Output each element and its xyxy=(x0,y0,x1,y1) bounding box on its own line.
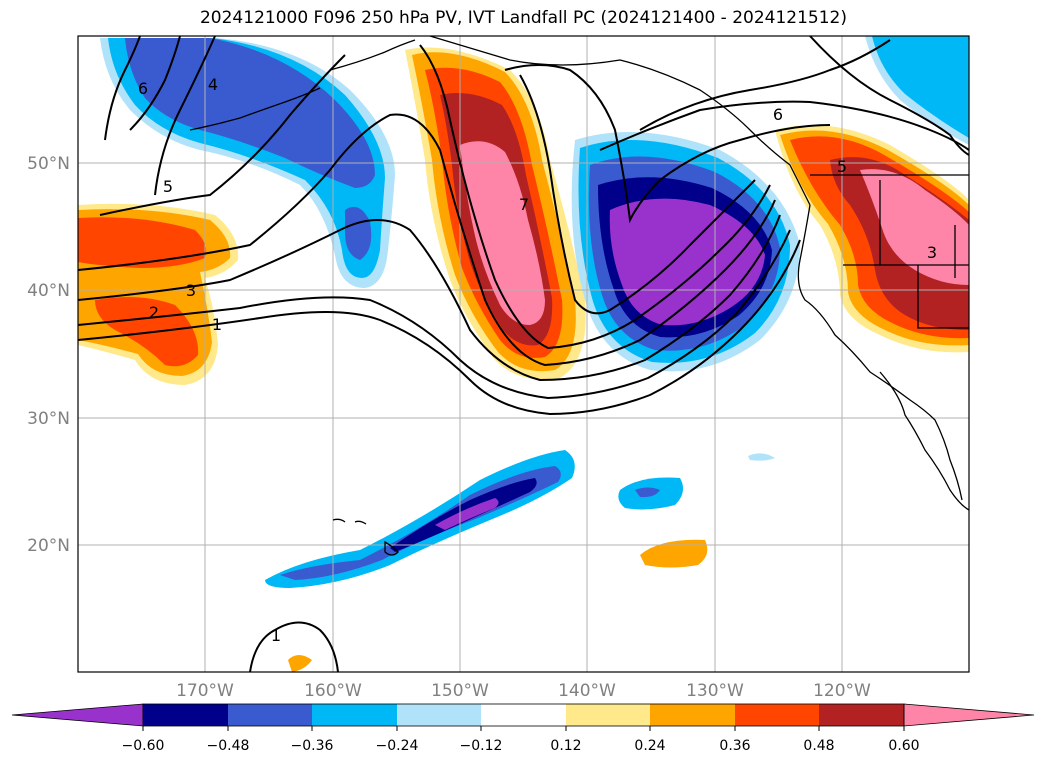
lat-label-20n: 20°N xyxy=(27,536,70,556)
coastlines xyxy=(189,36,969,556)
lat-label-50n: 50°N xyxy=(27,154,70,174)
positive-pv-west-red-south xyxy=(95,296,199,367)
colorbar-segment-4 xyxy=(397,704,481,726)
positive-pv-east-pink xyxy=(860,169,969,285)
colorbar-tick-label: −0.48 xyxy=(207,738,250,754)
negative-pv-blob-hawaii-east-core xyxy=(635,487,660,498)
colorbar-tick-label: 0.60 xyxy=(888,738,919,754)
colorbar-segment-3 xyxy=(312,704,397,726)
contour-label: 5 xyxy=(837,157,847,176)
positive-pv-central-pink xyxy=(460,141,545,325)
contour-label: 1 xyxy=(212,315,222,334)
contour-label-group: 6 4 5 3 2 1 7 6 5 3 1 xyxy=(138,75,937,645)
colorbar: −0.60 −0.48 −0.36 −0.24 −0.12 0.12 0.24 … xyxy=(11,703,1035,754)
colorbar-segment-1 xyxy=(143,704,228,726)
contour-line-7 xyxy=(104,36,831,224)
positive-pv-blob-south xyxy=(640,539,708,568)
coastline-hawaii xyxy=(332,518,399,556)
colorbar-tick-label: −0.60 xyxy=(122,738,165,754)
lon-label-170w: 170°W xyxy=(176,681,234,701)
lat-label-30n: 30°N xyxy=(27,409,70,429)
negative-pv-northeast-lightblue xyxy=(872,36,969,138)
colorbar-tick-label: 0.12 xyxy=(550,738,581,754)
contour-label: 3 xyxy=(927,243,937,262)
lon-label-160w: 160°W xyxy=(304,681,362,701)
lon-label-150w: 150°W xyxy=(431,681,489,701)
state-borders xyxy=(810,174,969,329)
contour-label: 4 xyxy=(208,75,218,94)
colorbar-tick-label: 0.24 xyxy=(634,738,665,754)
colorbar-tick-label: 0.48 xyxy=(803,738,834,754)
colorbar-tick-label: 0.36 xyxy=(719,738,750,754)
contour-label: 6 xyxy=(138,79,148,98)
negative-pv-central-purple xyxy=(609,198,765,326)
negative-pv-subtropical-purple xyxy=(435,498,499,530)
pv-contours xyxy=(78,36,969,672)
lat-label-40n: 40°N xyxy=(27,281,70,301)
coastline-alaska xyxy=(329,36,811,206)
contour-line-8 xyxy=(154,36,969,196)
colorbar-segment-8 xyxy=(735,704,819,726)
lon-label-140w: 140°W xyxy=(558,681,616,701)
colorbar-segment-9 xyxy=(819,704,904,726)
colorbar-tick-label: −0.36 xyxy=(291,738,334,754)
map-gridlines xyxy=(78,36,969,672)
lon-label-130w: 130°W xyxy=(686,681,744,701)
contour-label: 3 xyxy=(186,281,196,300)
colorbar-segment-2 xyxy=(228,704,312,726)
map-frame xyxy=(77,35,970,673)
contour-label: 7 xyxy=(519,195,529,214)
positive-pv-west-red-north xyxy=(78,217,207,268)
contour-line-10 xyxy=(249,621,339,672)
contour-line-5 xyxy=(99,44,771,350)
colorbar-tick-label: −0.24 xyxy=(376,738,419,754)
colorbar-tick-label: −0.12 xyxy=(460,738,503,754)
contour-label: 2 xyxy=(149,303,159,322)
colorbar-segment-5 xyxy=(481,704,566,726)
contour-line-3 xyxy=(78,214,781,382)
negative-pv-north-medblue xyxy=(125,38,375,188)
colorbar-extend-max xyxy=(903,703,1035,727)
contour-label: 5 xyxy=(163,177,173,196)
contour-line-2 xyxy=(78,229,791,400)
coastline-aleutians xyxy=(189,87,321,131)
contour-line-6 xyxy=(129,36,756,315)
map-title: 2024121000 F096 250 hPa PV, IVT Landfall… xyxy=(199,8,847,28)
colorbar-ticks xyxy=(142,726,905,731)
contour-line-1 xyxy=(78,239,801,416)
contour-line-4 xyxy=(78,113,776,367)
contour-line-9 xyxy=(639,36,969,156)
coastline-westcoast xyxy=(797,204,963,501)
negative-pv-north-medblue-lobe xyxy=(345,206,372,260)
colorbar-segment-6 xyxy=(566,704,650,726)
contour-label: 6 xyxy=(773,105,783,124)
contour-label: 1 xyxy=(271,626,281,645)
coastline-baja xyxy=(879,371,969,511)
colorbar-frame xyxy=(142,703,905,727)
positive-pv-blob-bottom xyxy=(288,655,312,672)
negative-pv-blob-small xyxy=(748,453,775,461)
colorbar-segment-7 xyxy=(650,704,735,726)
colorbar-extend-min xyxy=(11,703,144,727)
lon-label-120w: 120°W xyxy=(813,681,871,701)
